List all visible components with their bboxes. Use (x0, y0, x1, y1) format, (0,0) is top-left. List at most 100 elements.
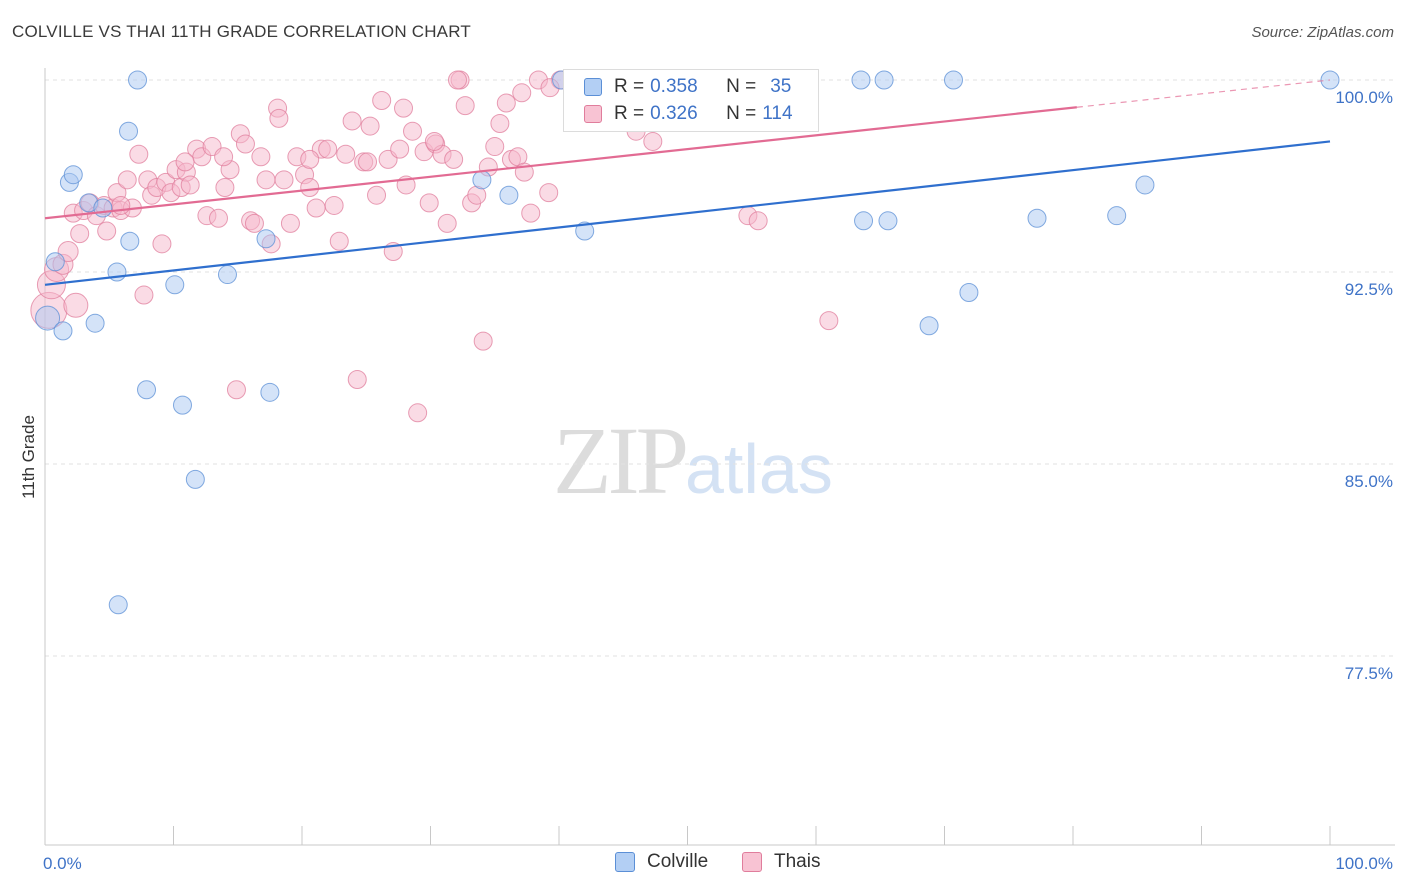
thais-point (408, 403, 428, 423)
colville-point (108, 595, 128, 615)
thais-point (117, 170, 137, 190)
thais-point (347, 370, 367, 390)
thais-point (63, 292, 89, 318)
thais-point (819, 311, 839, 331)
colville-point (119, 121, 139, 141)
thais-point (306, 198, 326, 218)
thais-point (424, 131, 444, 151)
colville-point (93, 198, 113, 218)
thais-point (336, 144, 356, 164)
thais-point (748, 211, 768, 231)
colville-point (499, 185, 519, 205)
thais-point (490, 114, 510, 134)
legend-n-value: 35 (770, 76, 792, 97)
thais-point (300, 178, 320, 198)
thais-point (175, 152, 195, 172)
legend-item-thais[interactable]: Thais (742, 851, 820, 873)
thais-point (300, 149, 320, 169)
thais-point (360, 116, 380, 136)
thais-point (372, 90, 392, 110)
thais-point (97, 221, 117, 241)
thais-point (419, 193, 439, 213)
colville-point (35, 305, 61, 331)
thais-point (473, 331, 493, 351)
thais-point (367, 185, 387, 205)
colville-point (854, 211, 874, 231)
y-axis-label: 11th Grade (19, 415, 38, 499)
x-tick-label: 100.0% (1335, 854, 1393, 873)
legend-r-label: R = (614, 103, 645, 124)
thais-point (342, 111, 362, 131)
thais-point (455, 96, 475, 116)
thais-point (208, 208, 228, 228)
colville-point (874, 70, 894, 90)
legend-r-value: 0.326 (650, 103, 698, 124)
legend-n-value: 114 (762, 103, 793, 124)
thais-point (390, 139, 410, 159)
thais-point (180, 175, 200, 195)
colville-point (63, 165, 83, 185)
thais-point (394, 98, 414, 118)
legend-row-thais: R = 0.326 N = 114 (584, 102, 793, 126)
y-tick-label: 77.5% (1345, 664, 1393, 683)
thais-point (521, 203, 541, 223)
thais-point (244, 213, 264, 233)
watermark-zip: ZIP (553, 407, 689, 514)
thais-point (215, 178, 235, 198)
axis-labels: 100.0% 92.5% 85.0% 77.5% 0.0% 100.0% 11th Grad… (19, 88, 1393, 873)
axes (44, 68, 1395, 846)
colville-trend-line (44, 140, 1331, 286)
colville-point (959, 282, 979, 302)
thais-point (129, 144, 149, 164)
thais-point (269, 108, 289, 128)
thais-point (329, 231, 349, 251)
thais-point (251, 147, 271, 167)
colville-legend-label: Colville (647, 851, 709, 872)
thais-point (485, 137, 505, 157)
colville-point (165, 275, 185, 295)
colville-point (217, 265, 237, 285)
source-label: Source: ZipAtlas.com (1251, 24, 1394, 41)
x-tick-label: 0.0% (43, 854, 82, 873)
y-tick-label: 92.5% (1345, 280, 1393, 299)
colville-point (85, 313, 105, 333)
trend-lines (44, 79, 1331, 286)
watermark-atlas: atlas (685, 430, 833, 508)
thais-point (358, 152, 378, 172)
correlation-legend: R = 0.358 N = 35 R = 0.326 N = 114 (563, 69, 819, 132)
thais-point (214, 147, 234, 167)
colville-point (1027, 208, 1047, 228)
colville-point (575, 221, 595, 241)
thais-trend-line (44, 106, 1077, 220)
thais-point (318, 139, 338, 159)
y-tick-label: 85.0% (1345, 472, 1393, 491)
colville-point (1107, 206, 1127, 226)
colville-point (137, 380, 157, 400)
colville-point (53, 321, 73, 341)
colville-point (472, 170, 492, 190)
colville-point (260, 382, 280, 402)
colville-point (120, 231, 140, 251)
chart-title: COLVILLE VS THAI 11TH GRADE CORRELATION … (12, 22, 471, 41)
thais-point (152, 234, 172, 254)
thais-point (403, 121, 423, 141)
legend-item-colville[interactable]: Colville (615, 851, 708, 873)
colville-legend-swatch (615, 852, 635, 872)
legend-r-value: 0.358 (650, 76, 698, 97)
grid-lines (45, 79, 1395, 657)
thais-point (324, 195, 344, 215)
thais-point (512, 83, 532, 103)
legend-n-label: N = (726, 76, 757, 97)
thais-point (274, 170, 294, 190)
colville-point (256, 229, 276, 249)
colville-point (172, 395, 192, 415)
thais-trend-extension (1076, 79, 1331, 108)
colville-point (185, 469, 205, 489)
colville-point (919, 316, 939, 336)
watermark: ZIPatlas (553, 405, 833, 516)
thais-point (437, 213, 457, 233)
colville-point (1135, 175, 1155, 195)
thais-point (643, 131, 663, 151)
colville-point (943, 70, 963, 90)
